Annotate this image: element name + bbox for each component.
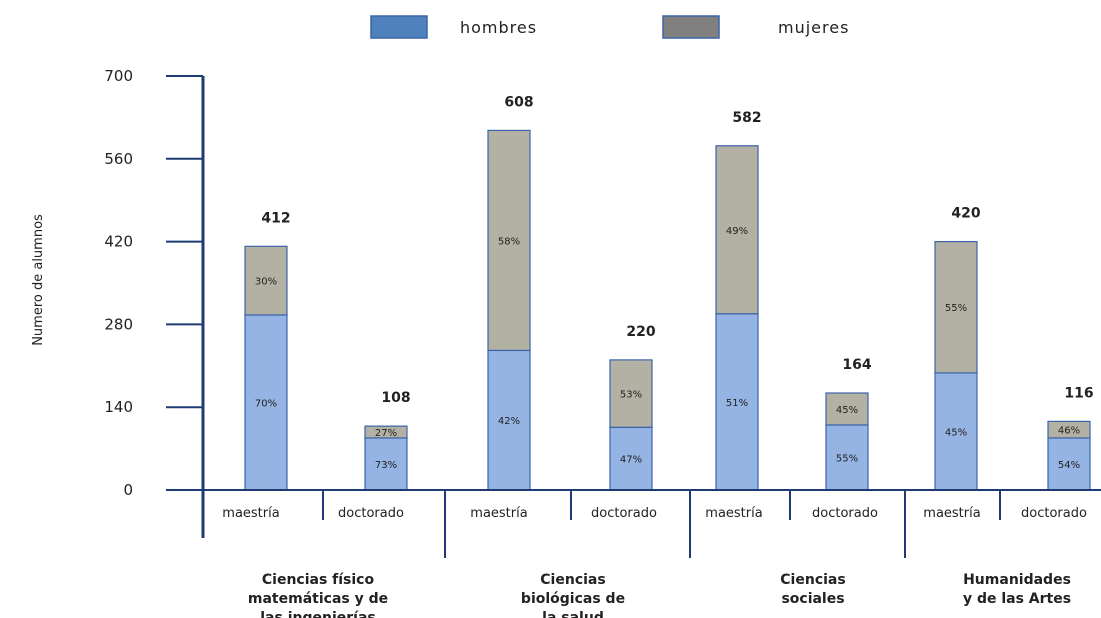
group-label: Ciencias sociales (780, 572, 845, 607)
y-tick-label: 700 (104, 67, 133, 85)
y-tick-label: 140 (104, 398, 133, 416)
group-label-line: Ciencias (780, 572, 845, 588)
group-label-line: Ciencias (540, 572, 605, 588)
x-category-label: maestría (705, 506, 762, 521)
bar-stack: 54% 46% 116 (1047, 385, 1094, 491)
bar-mujeres (609, 359, 653, 428)
group-label-line: la salud (542, 610, 604, 618)
legend-label-mujeres: mujeres (778, 18, 849, 37)
group-label-line: Humanidades (963, 572, 1071, 588)
y-axis-label: Numero de alumnos (31, 214, 46, 346)
legend-label-hombres: hombres (460, 18, 537, 37)
total-label: 164 (842, 357, 871, 373)
bar-stack: 47% 53% 220 (609, 324, 656, 491)
total-label: 412 (261, 210, 290, 226)
group-label-line: matemáticas y de (248, 591, 388, 607)
pct-label-mujeres: 27% (375, 428, 397, 439)
y-axis: 0 140 280 420 560 700 (104, 67, 205, 538)
group-label-line: las ingenierías (260, 610, 375, 618)
pct-label-mujeres: 58% (498, 236, 520, 247)
y-tick-label: 560 (104, 150, 133, 168)
pct-label-mujeres: 55% (945, 303, 967, 314)
pct-label-hombres: 45% (945, 427, 967, 438)
bar-hombres (609, 426, 653, 491)
y-tick-label: 420 (104, 233, 133, 251)
bar-mujeres (1047, 420, 1091, 439)
pct-label-hombres: 70% (255, 398, 277, 409)
bar-hombres (715, 313, 759, 491)
x-category-label: maestría (470, 506, 527, 521)
bar-mujeres (487, 129, 531, 352)
bar-mujeres (825, 392, 869, 426)
group-label: Humanidades y de las Artes (963, 572, 1071, 607)
pct-label-mujeres: 30% (255, 277, 277, 288)
y-tick-label: 280 (104, 315, 133, 333)
x-category-label: doctorado (338, 506, 404, 521)
bar-hombres (825, 424, 869, 491)
bar-mujeres (244, 245, 288, 316)
bar-stack: 45% 55% 420 (934, 206, 981, 491)
bar-mujeres (364, 425, 408, 439)
legend-swatch-hombres (370, 15, 428, 39)
legend: hombres mujeres (370, 15, 849, 39)
pct-label-hombres: 42% (498, 416, 520, 427)
total-label: 220 (626, 324, 655, 340)
x-category-label: doctorado (1021, 506, 1087, 521)
pct-label-mujeres: 45% (836, 405, 858, 416)
total-label: 108 (381, 390, 410, 406)
bar-stack: 51% 49% 582 (715, 110, 762, 491)
pct-label-hombres: 54% (1058, 460, 1080, 471)
y-tick-label: 0 (123, 481, 133, 499)
legend-swatch-mujeres (662, 15, 720, 39)
x-category-label: doctorado (591, 506, 657, 521)
group-label-line: Ciencias físico (262, 572, 375, 588)
pct-label-hombres: 47% (620, 455, 642, 466)
total-label: 582 (732, 110, 761, 126)
pct-label-mujeres: 53% (620, 390, 642, 401)
bars: 70% 30% 412 73% 27% 108 42% 58% 608 47% 53% 220 51% 4… (244, 94, 1094, 491)
group-label-line: biológicas de (521, 591, 625, 607)
bar-hombres (364, 437, 408, 491)
total-label: 420 (951, 206, 980, 222)
bar-hombres (1047, 437, 1091, 491)
bar-stack: 42% 58% 608 (487, 94, 534, 491)
bar-mujeres (934, 241, 978, 374)
bar-stack: 55% 45% 164 (825, 357, 872, 491)
total-label: 116 (1064, 385, 1093, 401)
pct-label-hombres: 73% (375, 460, 397, 471)
pct-label-hombres: 55% (836, 453, 858, 464)
group-label-line: y de las Artes (963, 591, 1071, 607)
bar-mujeres (715, 145, 759, 315)
x-category-label: doctorado (812, 506, 878, 521)
pct-label-hombres: 51% (726, 398, 748, 409)
bar-stack: 73% 27% 108 (364, 390, 411, 491)
bar-stack: 70% 30% 412 (244, 210, 291, 491)
bar-hombres (487, 349, 531, 491)
x-axis: maestría doctorado maestría doctorado maestr… (203, 489, 1101, 618)
pct-label-mujeres: 49% (726, 226, 748, 237)
x-category-label: maestría (222, 506, 279, 521)
group-label: Ciencias biológicas de la salud (521, 572, 625, 618)
group-label-line: sociales (781, 591, 844, 607)
x-category-label: maestría (923, 506, 980, 521)
total-label: 608 (504, 94, 533, 110)
pct-label-mujeres: 46% (1058, 426, 1080, 437)
group-label: Ciencias físico matemáticas y de las ingen… (248, 572, 388, 618)
